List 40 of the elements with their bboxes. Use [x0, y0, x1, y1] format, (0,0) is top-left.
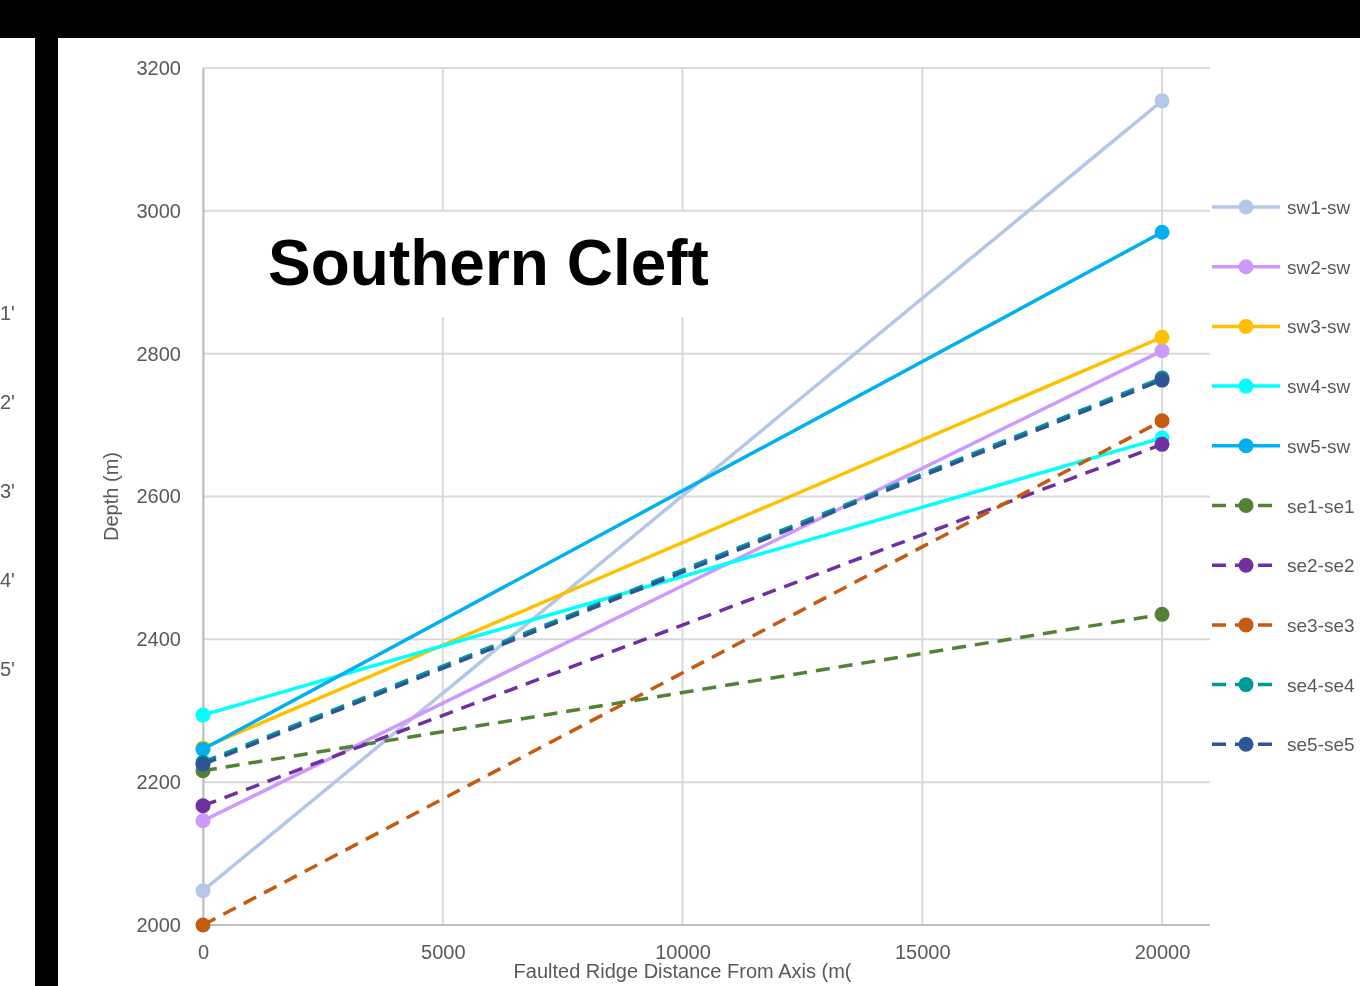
y-tick-label: 3000 [136, 199, 181, 222]
point [195, 798, 211, 814]
text: 5' [0, 658, 15, 680]
legend-label: se4-se4 [1287, 674, 1356, 696]
point [1154, 343, 1170, 359]
text: 2' [0, 391, 15, 413]
y-tick-label: 2000 [136, 913, 181, 936]
text: 1' [0, 302, 15, 324]
legend-label: sw2-sw [1287, 256, 1351, 278]
y-tick-label: 3200 [136, 56, 181, 79]
point [1154, 436, 1170, 452]
point [195, 917, 211, 933]
text: 4' [0, 569, 15, 591]
legend-label: sw5-sw [1287, 435, 1351, 457]
text: Southern Cleft [268, 227, 709, 299]
x-tick-label: 0 [197, 941, 210, 964]
legend-label: sw3-sw [1287, 316, 1351, 338]
y-tick-label: 2200 [136, 771, 181, 794]
point [195, 883, 211, 899]
legend-label: se5-se5 [1287, 734, 1355, 756]
y-tick-label: 2600 [136, 485, 181, 508]
legend-label: se3-se3 [1287, 614, 1355, 636]
legend-label: se2-se2 [1287, 555, 1355, 577]
point [1154, 93, 1170, 109]
y-tick-label: 2400 [136, 628, 181, 651]
point [1154, 606, 1170, 622]
y-axis-title: Depth (m) [100, 452, 122, 541]
legend-label: sw4-sw [1287, 376, 1351, 398]
legend-label: sw1-sw [1287, 197, 1351, 218]
x-tick-label: 20000 [1134, 941, 1191, 964]
point [1154, 224, 1170, 240]
y-tick-label: 2800 [136, 342, 181, 365]
point [195, 813, 211, 829]
x-tick-label: 15000 [894, 941, 951, 964]
point [1154, 329, 1170, 345]
point [1154, 413, 1170, 429]
x-tick-label: 5000 [421, 941, 466, 964]
text: 3' [0, 480, 15, 502]
point [195, 707, 211, 723]
legend-label: se1-se1 [1287, 495, 1355, 517]
